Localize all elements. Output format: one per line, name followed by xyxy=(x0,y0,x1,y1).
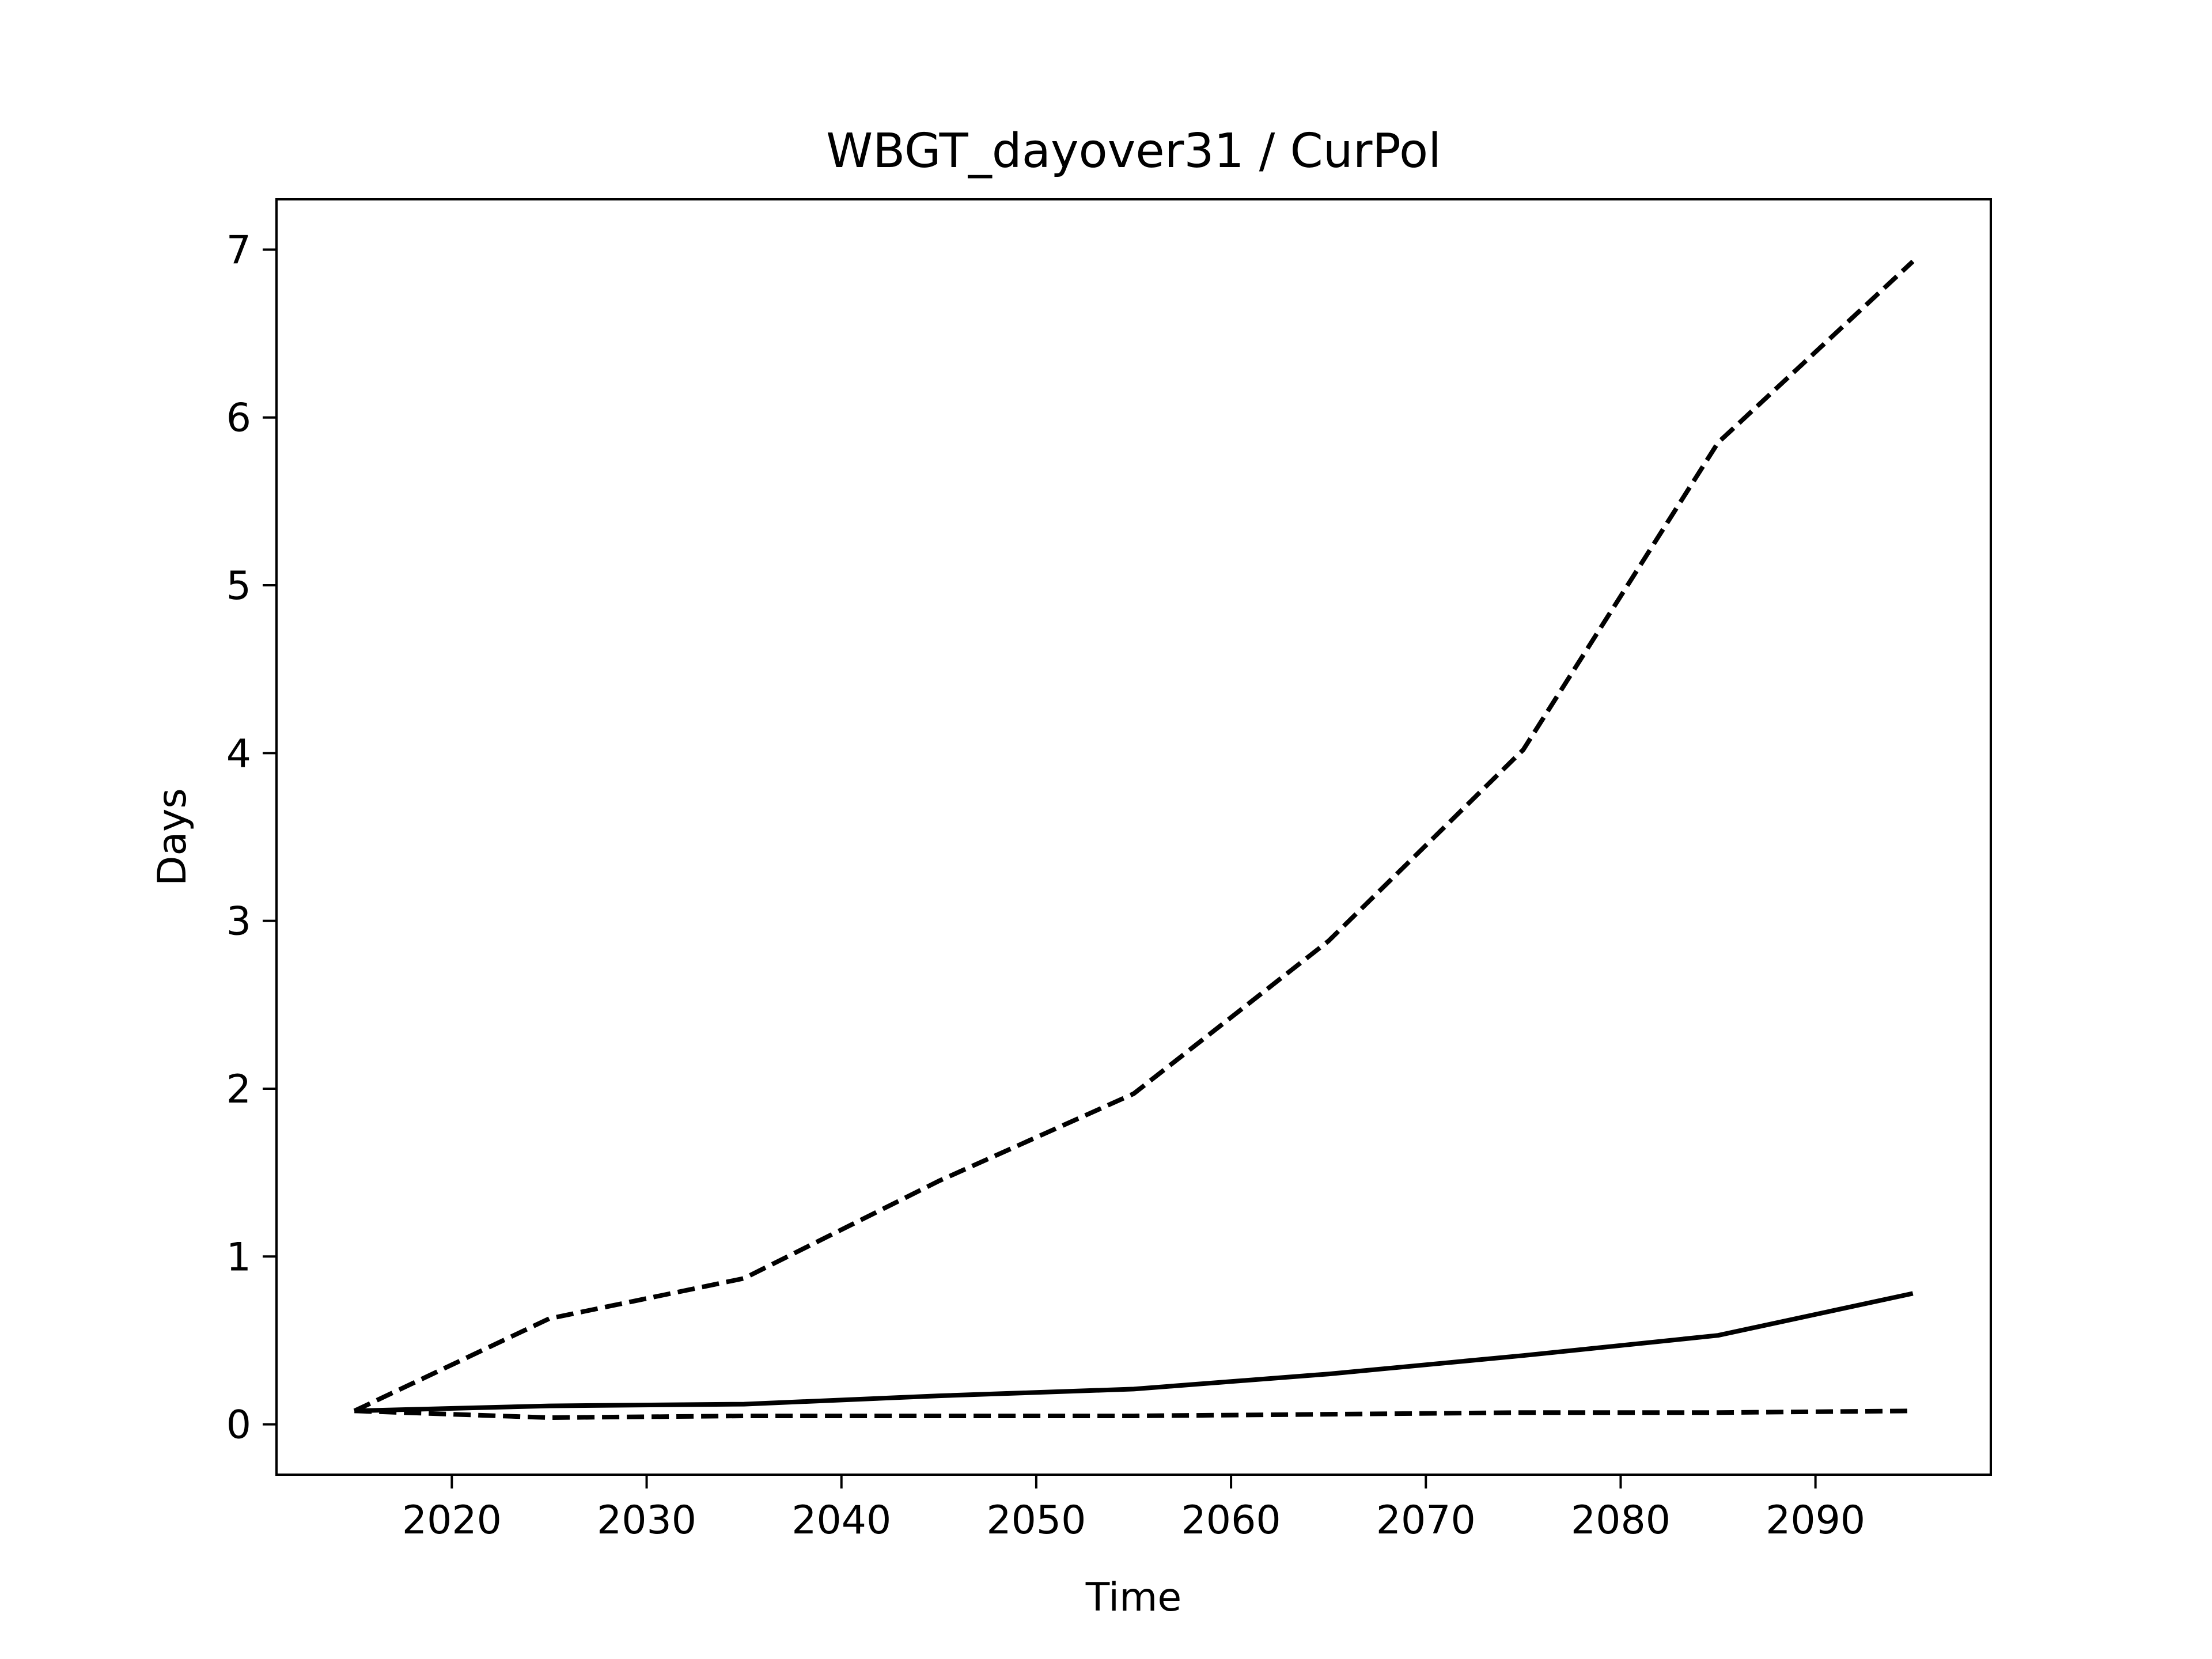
series-line-2 xyxy=(354,1291,1914,1414)
y-tick-label: 6 xyxy=(226,396,251,441)
x-tick-label: 2030 xyxy=(597,1498,696,1543)
series-line-3 xyxy=(354,1408,1913,1420)
y-tick-label: 0 xyxy=(226,1403,251,1448)
x-axis: 2020 2030 2040 2050 2060 2070 2080 2090 xyxy=(402,1475,1865,1543)
plot-frame xyxy=(275,198,1992,1476)
x-tick-label: 2090 xyxy=(1766,1498,1865,1543)
x-tick-label: 2080 xyxy=(1571,1498,1671,1543)
x-tick-label: 2060 xyxy=(1181,1498,1281,1543)
series-line-1 xyxy=(353,259,1915,1413)
x-tick-label: 2050 xyxy=(986,1498,1086,1543)
x-tick-label: 2020 xyxy=(402,1498,502,1543)
y-tick-label: 3 xyxy=(226,899,251,945)
x-axis-title: Time xyxy=(1085,1575,1181,1620)
x-tick-label: 2070 xyxy=(1376,1498,1476,1543)
y-tick-label: 4 xyxy=(226,731,251,777)
y-tick-label: 1 xyxy=(226,1234,251,1280)
y-axis: 0 1 2 3 4 5 6 7 xyxy=(226,228,276,1448)
chart-title: WBGT_dayover31 / CurPol xyxy=(826,124,1441,179)
y-tick-label: 5 xyxy=(226,563,251,609)
y-axis-title: Days xyxy=(150,788,195,886)
x-tick-label: 2040 xyxy=(791,1498,891,1543)
plot-lines xyxy=(353,259,1915,1420)
y-tick-label: 7 xyxy=(226,228,251,273)
y-tick-label: 2 xyxy=(226,1067,251,1112)
